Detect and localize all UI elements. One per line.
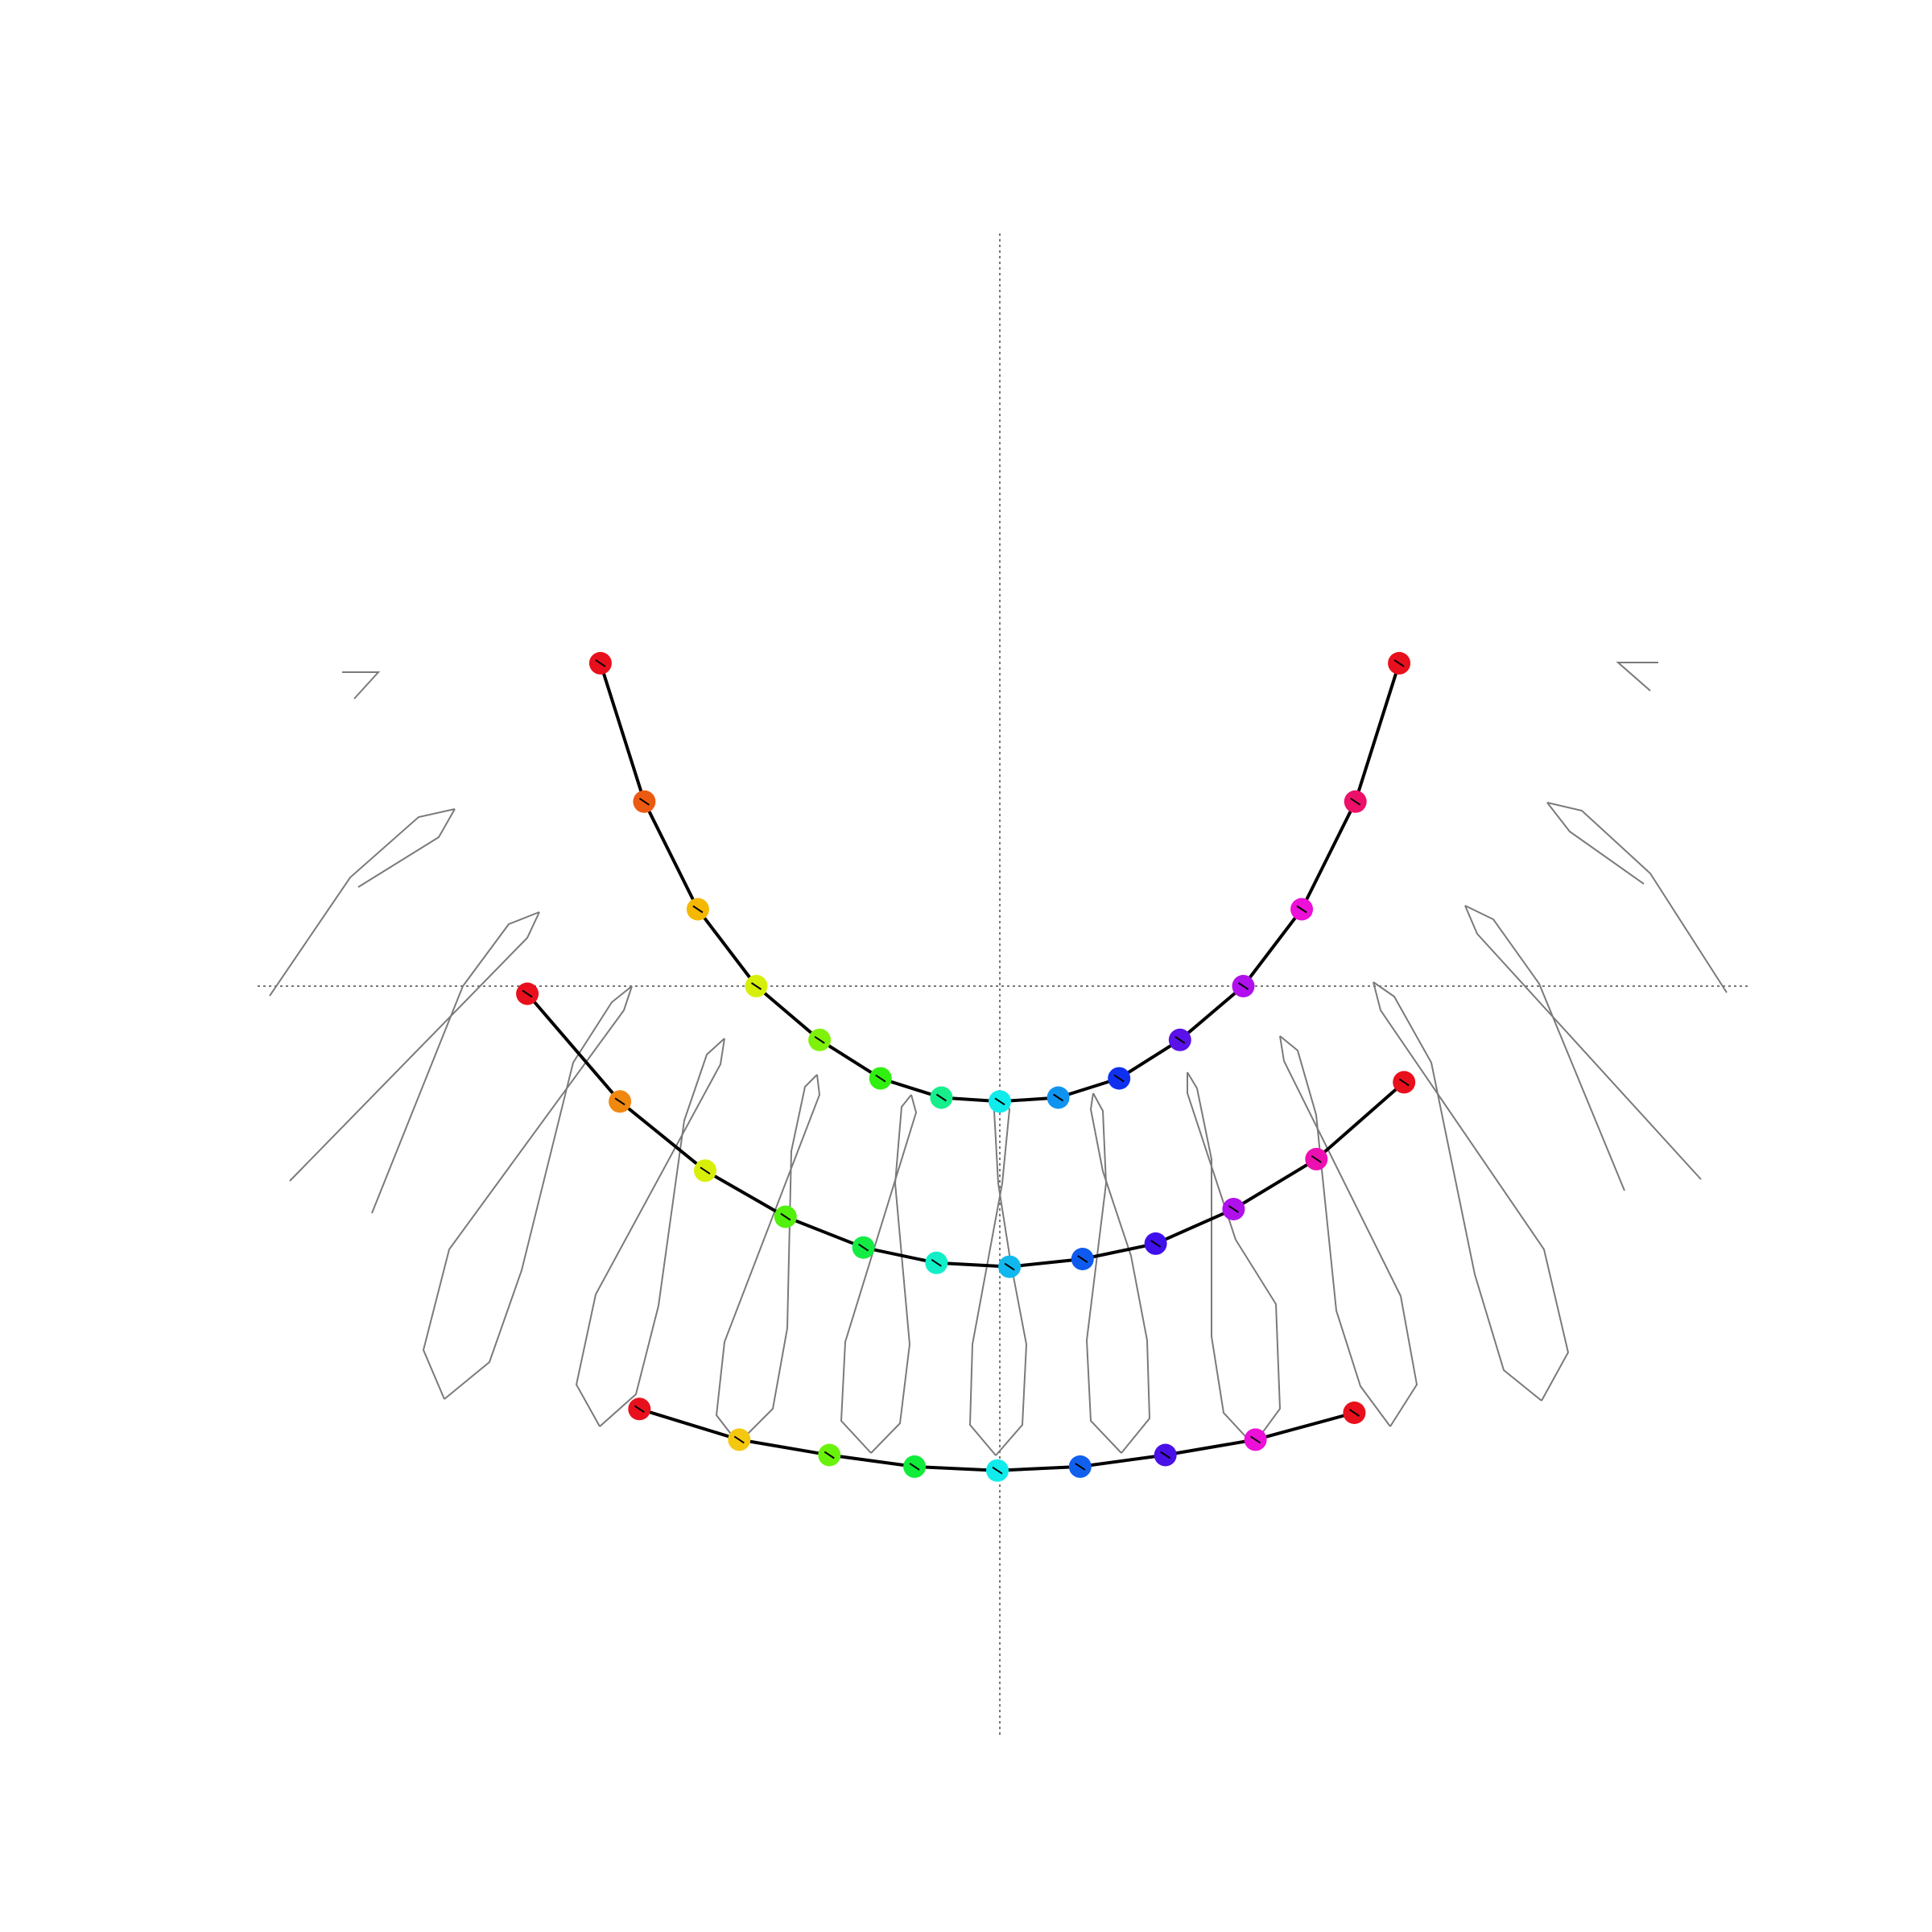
data-point-marker — [858, 1243, 869, 1252]
data-point-marker — [700, 1166, 711, 1175]
connector-line — [1546, 802, 1645, 885]
data-point-marker — [1348, 1409, 1360, 1417]
data-point-marker — [992, 1466, 1003, 1475]
connector-line — [1279, 1035, 1391, 1427]
connector-line — [444, 985, 633, 1400]
data-point-marker — [1004, 1262, 1015, 1271]
data-point-marker — [750, 982, 762, 990]
axes — [258, 233, 1751, 1735]
connector-line — [1373, 981, 1542, 1402]
data-point-marker — [824, 1451, 835, 1459]
data-point-marker — [1077, 1255, 1088, 1263]
connector-line — [968, 1098, 1011, 1456]
connector-line — [1085, 1092, 1122, 1454]
data-point-marker — [780, 1212, 791, 1221]
connector-line — [870, 1094, 912, 1454]
connector-line — [289, 911, 540, 1182]
data-point-marker — [1113, 1074, 1125, 1083]
data-point-marker — [634, 1405, 645, 1414]
data-point-marker — [1350, 797, 1361, 806]
connector-line — [737, 1074, 818, 1444]
connector-line — [1546, 802, 1728, 993]
connector-line — [1616, 662, 1658, 691]
curves — [526, 663, 1406, 1472]
data-point-marker — [733, 1435, 745, 1444]
data-point-marker — [1150, 1240, 1162, 1248]
data-point-marker — [522, 989, 533, 998]
connector-line — [1373, 981, 1570, 1402]
nodes — [516, 651, 1416, 1482]
data-point-marker — [994, 1097, 1005, 1106]
data-point-marker — [935, 1093, 947, 1102]
connector-line — [715, 1074, 821, 1444]
data-point-marker — [1398, 1078, 1410, 1087]
connector-line — [422, 985, 633, 1400]
connector-lines — [269, 662, 1728, 1456]
data-point-marker — [1075, 1463, 1086, 1471]
connector-line — [1464, 905, 1625, 1191]
data-point-marker — [1311, 1155, 1322, 1163]
data-point-marker — [1228, 1205, 1239, 1213]
connector-line — [1279, 1035, 1418, 1427]
data-point-marker — [909, 1463, 920, 1471]
data-point-marker — [1250, 1435, 1261, 1444]
connector-line — [1187, 1071, 1254, 1446]
data-point-marker — [614, 1097, 625, 1106]
data-point-marker — [1237, 982, 1249, 990]
connector-line — [269, 808, 456, 997]
data-point-marker — [595, 659, 606, 667]
connector-line — [1089, 1092, 1151, 1454]
curve-2 — [526, 993, 1406, 1269]
data-point-marker — [692, 905, 704, 914]
data-point-marker — [1393, 659, 1405, 667]
connector-line — [840, 1094, 918, 1454]
data-point-marker — [638, 797, 650, 806]
data-point-marker — [1160, 1451, 1171, 1459]
data-point-marker — [814, 1035, 825, 1044]
connector-line — [1187, 1072, 1282, 1446]
connector-line — [575, 1038, 725, 1427]
connector-line — [371, 911, 540, 1214]
connector-line — [357, 808, 456, 888]
connector-line — [599, 1038, 725, 1427]
connector-line — [342, 671, 381, 700]
data-point-marker — [931, 1258, 942, 1267]
data-point-marker — [1174, 1035, 1186, 1044]
data-point-marker — [1053, 1093, 1064, 1102]
connector-line — [1464, 905, 1702, 1180]
data-point-marker — [875, 1074, 886, 1083]
data-point-marker — [1296, 905, 1307, 914]
